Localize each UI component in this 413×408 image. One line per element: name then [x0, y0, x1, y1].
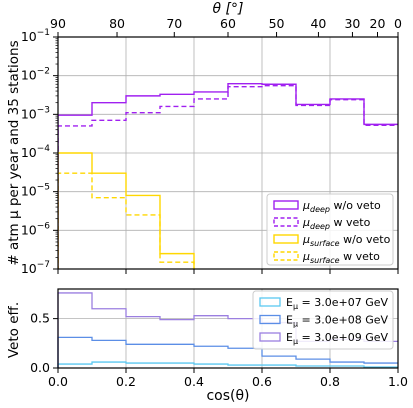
bottom-legend-swatch — [259, 297, 281, 307]
bottom-legend: Eμ = 3.0e+07 GeV Eμ = 3.0e+08 GeV Eμ = 3.0… — [252, 290, 394, 350]
bottom-legend-label: Eμ = 3.0e+09 GeV — [286, 331, 389, 346]
top-legend: μdeep w/o veto μdeep w veto μsurface w/o v… — [266, 193, 394, 266]
top-y-tick-label: 10−1 — [21, 28, 50, 44]
top-panel: 10−7 10−6 10−5 10−4 10−3 10−2 10−1 90 80 70 60 50 4… — [6, 1, 402, 276]
top-series — [58, 82, 398, 269]
top-legend-swatch — [273, 251, 299, 261]
top-legend-label: μsurface w/o veto — [302, 233, 391, 248]
bottom-x-axis-label: cos(θ) — [206, 388, 249, 404]
top-legend-box — [266, 193, 394, 266]
bottom-y-tick-label: 0.0 — [30, 360, 50, 375]
bottom-x-tick-label: 0.8 — [320, 374, 340, 389]
theta-tick-label: 90 — [50, 16, 66, 31]
top-y-axis-label: # atm μ per year and 35 stations — [6, 40, 22, 265]
bottom-series-0 — [57, 361, 398, 368]
bottom-x-tick-label: 0.2 — [116, 374, 136, 389]
top-y-tick-label: 10−6 — [21, 221, 50, 237]
bottom-legend-swatch — [259, 314, 281, 325]
theta-tick-label: 30 — [344, 16, 360, 31]
top-y-tick-label: 10−5 — [21, 183, 50, 199]
bottom-x-tick-label: 0.0 — [48, 374, 68, 389]
top-legend-swatch — [273, 200, 299, 210]
bottom-x-ticks: 0.0 0.2 0.4 0.6 0.8 1.0 — [48, 368, 408, 389]
bottom-y-axis-label: Veto eff. — [6, 302, 22, 358]
bottom-legend-label: Eμ = 3.0e+08 GeV — [286, 314, 389, 329]
top-legend-swatch — [273, 217, 299, 227]
theta-tick-label: 70 — [166, 16, 182, 31]
top-y-ticks: 10−7 10−6 10−5 10−4 10−3 10−2 10−1 — [21, 28, 58, 276]
bottom-x-tick-label: 1.0 — [388, 374, 408, 389]
theta-tick-label: 60 — [220, 16, 236, 31]
top-y-tick-label: 10−2 — [21, 67, 50, 83]
top-axis-label: θ [°] — [213, 1, 244, 17]
top-grid — [58, 37, 398, 269]
theta-tick-label: 20 — [370, 16, 386, 31]
top-theta-ticks: 90 80 70 60 50 40 30 20 0 — [50, 16, 402, 37]
top-series-3 — [58, 172, 195, 269]
top-y-tick-label: 10−7 — [21, 260, 50, 276]
bottom-legend-label: Eμ = 3.0e+07 GeV — [286, 296, 389, 311]
bottom-y-ticks: 0.0 0.5 — [30, 311, 58, 375]
bottom-axes-frame — [57, 288, 399, 369]
bottom-y-tick-label: 0.5 — [30, 311, 50, 326]
top-series-1 — [58, 85, 398, 269]
bottom-x-tick-label: 0.6 — [252, 374, 272, 389]
bottom-x-tick-label: 0.4 — [184, 374, 204, 389]
top-legend-swatch — [273, 234, 299, 244]
bottom-legend-swatch — [259, 332, 281, 342]
theta-tick-label: 50 — [269, 16, 285, 31]
bottom-series-1 — [57, 336, 398, 368]
bottom-panel: 0.0 0.5 0.0 0.2 0.4 0.6 0.8 1.0 cos(θ) Veto ef… — [6, 288, 408, 404]
theta-tick-label: 40 — [310, 16, 326, 31]
theta-tick-label: 0 — [394, 16, 402, 31]
top-legend-label: μsurface w veto — [302, 250, 380, 265]
top-legend-label: μdeep w veto — [302, 216, 371, 231]
top-legend-label: μdeep w/o veto — [302, 199, 381, 214]
theta-tick-label: 80 — [109, 16, 125, 31]
top-series-2 — [58, 152, 195, 269]
bottom-legend-box — [252, 290, 394, 350]
top-x-ticks — [57, 269, 399, 274]
top-y-tick-label: 10−4 — [21, 144, 50, 160]
top-y-tick-label: 10−3 — [21, 105, 50, 121]
